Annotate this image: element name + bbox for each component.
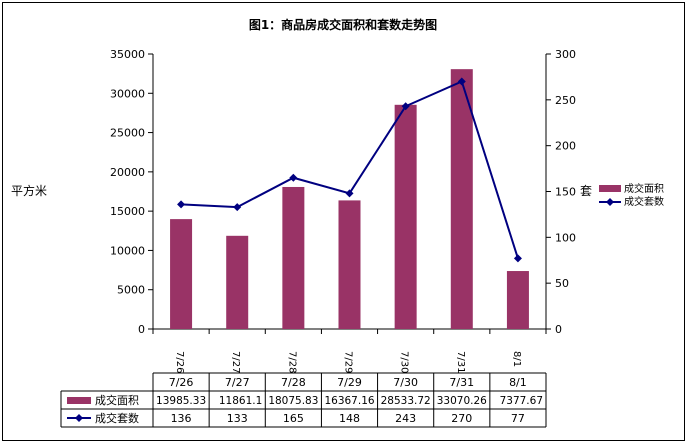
table-cell-area: 11861.1 bbox=[219, 395, 262, 407]
y-right-tick-label: 50 bbox=[555, 277, 569, 290]
plot-area: 0 5000 10000 15000 20000 25000 30000 35000 0 50 10… bbox=[110, 48, 576, 373]
x-tick-label: 7/27 bbox=[230, 351, 241, 373]
bar-7/27 bbox=[226, 235, 249, 329]
table-header-cell: 7/27 bbox=[225, 376, 250, 389]
bar-7/30 bbox=[394, 104, 417, 329]
x-tick-label: 8/1 bbox=[511, 351, 522, 367]
table-cell-area: 28533.72 bbox=[381, 395, 431, 407]
table-header-cell: 7/31 bbox=[449, 376, 474, 389]
table-header-cell: 7/26 bbox=[169, 376, 194, 389]
y-right-tick-label: 0 bbox=[555, 323, 562, 336]
table-cell-count: 77 bbox=[511, 412, 525, 425]
x-tick-label: 7/29 bbox=[343, 351, 354, 373]
table-row-label-bar: 成交面积 bbox=[95, 393, 139, 407]
bar-7/28 bbox=[282, 186, 305, 329]
line-point-7/27 bbox=[233, 203, 242, 212]
table-cell-area: 13985.33 bbox=[156, 395, 206, 407]
table-cell-count: 165 bbox=[283, 412, 304, 425]
y-left-tick-label: 10000 bbox=[110, 244, 145, 257]
table-key-bar bbox=[67, 397, 91, 404]
table-header-cell: 7/30 bbox=[393, 376, 418, 389]
y-left-tick-label: 25000 bbox=[110, 127, 145, 140]
bar-7/31 bbox=[450, 69, 473, 330]
x-tick-label: 7/28 bbox=[286, 351, 297, 373]
legend-swatch-bar bbox=[599, 185, 621, 192]
table-cell-count: 270 bbox=[451, 412, 472, 425]
chart-title: 图1：商品房成交面积和套数走势图 bbox=[249, 17, 437, 32]
bar-7/29 bbox=[338, 200, 361, 329]
y-left-tick-label: 30000 bbox=[110, 87, 145, 100]
y-left-tick-label: 0 bbox=[138, 323, 145, 336]
table-cell-area: 33070.26 bbox=[437, 395, 487, 407]
y-left-tick-label: 35000 bbox=[110, 48, 145, 61]
y-right-tick-label: 200 bbox=[555, 140, 576, 153]
table-cell-count: 148 bbox=[339, 412, 360, 425]
line-point-7/30 bbox=[401, 102, 410, 111]
line-point-7/31 bbox=[457, 77, 466, 86]
table-header-cell: 7/28 bbox=[281, 376, 306, 389]
bar-7/26 bbox=[170, 219, 193, 329]
table-row-label-line: 成交套数 bbox=[95, 411, 139, 425]
table-cell-area: 16367.16 bbox=[324, 395, 374, 407]
line-point-7/28 bbox=[289, 173, 298, 182]
y-right-tick-label: 250 bbox=[555, 94, 576, 107]
table-header-cell: 7/29 bbox=[337, 376, 362, 389]
y-right-tick-label: 100 bbox=[555, 231, 576, 244]
y-left-tick-label: 20000 bbox=[110, 166, 145, 179]
table-cell-count: 136 bbox=[171, 412, 192, 425]
y-left-tick-label: 15000 bbox=[110, 205, 145, 218]
line-point-8/1 bbox=[513, 254, 522, 263]
table-cell-count: 243 bbox=[395, 412, 416, 425]
x-tick-label: 7/30 bbox=[399, 351, 410, 373]
chart-svg: 图1：商品房成交面积和套数走势图 平方米 套 0 5000 10000 15000 20… bbox=[11, 17, 664, 428]
table-cell-count: 133 bbox=[227, 412, 248, 425]
legend-label-line: 成交套数 bbox=[624, 195, 664, 208]
y-left-axis-label: 平方米 bbox=[11, 183, 47, 198]
x-tick-label: 7/26 bbox=[174, 351, 185, 373]
y-left-tick-label: 5000 bbox=[117, 284, 145, 297]
table-cell-area: 18075.83 bbox=[268, 395, 318, 407]
table-key-marker bbox=[75, 414, 83, 422]
line-point-7/26 bbox=[177, 200, 186, 209]
y-right-tick-label: 300 bbox=[555, 48, 576, 61]
chart-frame: 图1：商品房成交面积和套数走势图 平方米 套 0 5000 10000 15000 20… bbox=[2, 2, 685, 441]
x-tick-label: 7/31 bbox=[455, 351, 466, 373]
line-point-7/29 bbox=[345, 189, 354, 198]
legend-marker-line bbox=[606, 198, 614, 206]
legend-label-bar: 成交面积 bbox=[624, 182, 664, 195]
bar-8/1 bbox=[506, 271, 529, 329]
table-header-cell: 8/1 bbox=[509, 376, 527, 389]
y-right-tick-label: 150 bbox=[555, 186, 576, 199]
y-right-axis-label: 套 bbox=[580, 184, 592, 198]
table-cell-area: 7377.67 bbox=[500, 395, 543, 407]
